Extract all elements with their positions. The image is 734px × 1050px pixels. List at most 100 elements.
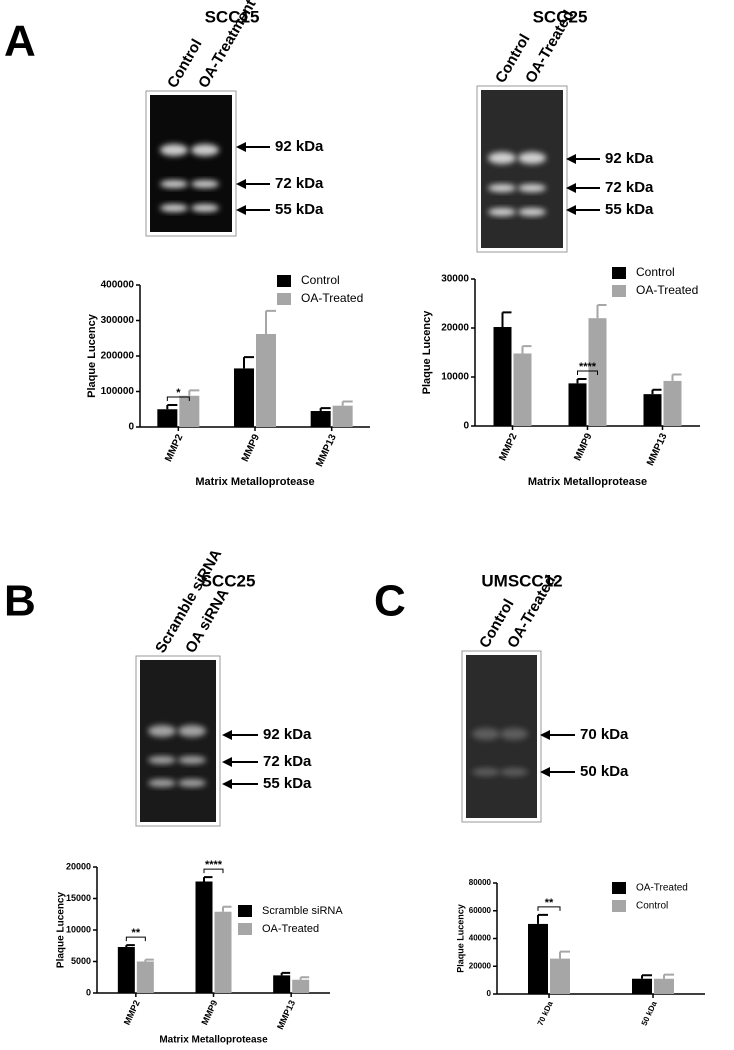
- gel-band: [178, 756, 206, 764]
- y-tick-label: 400000: [101, 280, 135, 291]
- y-axis-label: Plaque Lucency: [455, 904, 465, 973]
- error-bar: [501, 311, 512, 328]
- legend-label: OA-Treated: [301, 291, 363, 305]
- y-axis-label: Plaque Lucency: [56, 891, 67, 968]
- significance-label: ****: [205, 859, 223, 871]
- error-bar: [222, 905, 232, 912]
- gel-band: [148, 756, 176, 764]
- y-tick-label: 10000: [441, 372, 469, 383]
- bar: [632, 978, 652, 994]
- x-axis-label: Matrix Metalloprotease: [195, 476, 314, 488]
- legend-swatch: [277, 293, 291, 305]
- legend-label: Control: [636, 265, 675, 279]
- bar: [643, 394, 662, 426]
- error-bar: [671, 373, 682, 381]
- gel-band: [160, 144, 188, 156]
- y-tick-label: 15000: [66, 893, 91, 903]
- error-bar: [188, 389, 200, 396]
- bar: [332, 405, 353, 427]
- error-bar: [537, 913, 548, 924]
- gel-band: [160, 180, 188, 188]
- marker-label: 50 kDa: [580, 763, 629, 780]
- legend-swatch: [238, 923, 252, 935]
- error-bar: [576, 377, 587, 384]
- significance-bracket: [537, 906, 561, 911]
- significance-label: **: [132, 927, 141, 939]
- error-bar: [203, 876, 213, 882]
- bar: [663, 380, 682, 426]
- gel-band: [160, 204, 188, 212]
- marker-arrowhead: [222, 779, 232, 789]
- y-tick-label: 200000: [101, 351, 135, 362]
- y-tick-label: 80000: [469, 878, 492, 887]
- gel-band: [191, 144, 219, 156]
- legend-label: OA-Treated: [262, 923, 319, 935]
- significance-bracket: [166, 396, 190, 401]
- marker-label: 92 kDa: [263, 726, 312, 743]
- bar: [214, 911, 232, 993]
- marker-label: 70 kDa: [580, 726, 629, 743]
- x-tick-label: MMP9: [240, 432, 262, 463]
- legend-swatch: [612, 285, 626, 297]
- x-tick-label: 70 kDa: [536, 999, 555, 1027]
- y-tick-label: 0: [86, 987, 91, 997]
- bar: [273, 975, 291, 993]
- gel-band: [178, 725, 206, 737]
- significance-label: *: [176, 387, 181, 399]
- error-bar: [280, 971, 291, 976]
- x-tick-label: MMP13: [645, 431, 670, 467]
- bar: [493, 327, 512, 426]
- bar: [292, 979, 310, 993]
- bar: [513, 353, 532, 426]
- error-bar: [125, 944, 135, 948]
- x-axis-label: Matrix Metalloprotease: [159, 1035, 268, 1046]
- bar: [117, 947, 135, 993]
- marker-arrowhead: [566, 183, 576, 193]
- y-axis-label: Plaque Lucency: [86, 313, 98, 398]
- bar: [568, 383, 587, 426]
- panel-label: B: [4, 577, 36, 626]
- panel-label: C: [374, 577, 406, 626]
- gel-band: [488, 208, 516, 216]
- marker-arrowhead: [222, 730, 232, 740]
- bar: [136, 961, 154, 993]
- marker-label: 72 kDa: [275, 175, 324, 192]
- marker-label: 92 kDa: [275, 138, 324, 155]
- gel-image: [150, 95, 232, 232]
- gel-band: [148, 725, 176, 737]
- error-bar: [521, 345, 532, 354]
- gel-title: SCC25: [201, 571, 256, 590]
- error-bar: [596, 303, 607, 319]
- x-axis-label: Matrix Metalloprotease: [528, 476, 647, 488]
- bar: [654, 978, 674, 994]
- marker-label: 72 kDa: [605, 179, 654, 196]
- error-bar: [641, 974, 652, 979]
- marker-label: 92 kDa: [605, 150, 654, 167]
- error-bar: [243, 356, 254, 369]
- legend-label: OA-Treated: [636, 883, 688, 894]
- y-tick-label: 0: [463, 421, 469, 432]
- legend-swatch: [612, 882, 626, 894]
- y-tick-label: 0: [128, 422, 134, 433]
- bar: [528, 923, 548, 994]
- y-tick-label: 10000: [66, 924, 91, 934]
- gel-title: SCC15: [205, 7, 260, 26]
- marker-label: 72 kDa: [263, 753, 312, 770]
- legend-label: Control: [636, 901, 668, 912]
- gel-band: [518, 208, 546, 216]
- y-tick-label: 20000: [441, 323, 469, 334]
- marker-arrowhead: [540, 730, 550, 740]
- error-bar: [144, 958, 154, 962]
- bar: [157, 409, 178, 427]
- marker-arrowhead: [222, 757, 232, 767]
- legend-swatch: [612, 267, 626, 279]
- gel-band: [148, 779, 176, 787]
- error-bar: [341, 400, 353, 406]
- x-tick-label: MMP2: [163, 432, 185, 463]
- marker-label: 55 kDa: [605, 201, 654, 218]
- marker-arrowhead: [566, 154, 576, 164]
- error-bar: [265, 309, 276, 334]
- x-tick-label: MMP9: [199, 999, 219, 1027]
- significance-label: ****: [579, 361, 597, 373]
